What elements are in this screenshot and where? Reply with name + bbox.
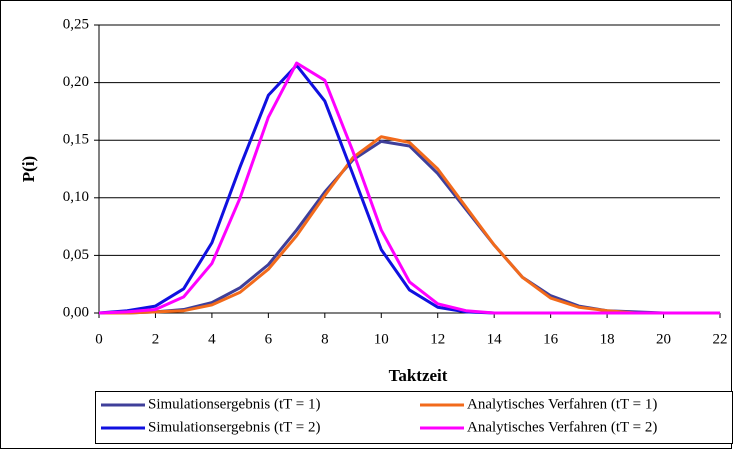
legend-label: Simulationsergebnis (tT = 1) [148, 396, 320, 412]
x-tick-label: 2 [152, 331, 160, 347]
series-line [99, 135, 720, 315]
x-tick-label: 12 [430, 331, 445, 347]
legend-label: Simulationsergebnis (tT = 2) [148, 419, 320, 435]
x-tick-label: 0 [95, 331, 103, 347]
legend-label: Analytisches Verfahren (tT = 2) [467, 419, 657, 435]
y-tick-label: 0,15 [63, 132, 89, 148]
x-tick-label: 8 [321, 331, 329, 347]
y-tick-label: 0,25 [63, 16, 89, 32]
x-tick-label: 10 [374, 331, 389, 347]
series-line [98, 61, 720, 315]
y-tick-label: 0,05 [63, 247, 89, 263]
legend [95, 391, 733, 444]
y-tick-label: 0,10 [63, 189, 89, 205]
y-axis-label: P(i) [19, 156, 38, 182]
x-tick-label: 4 [208, 331, 216, 347]
x-tick-label: 6 [265, 331, 273, 347]
x-tick-label: 18 [600, 331, 615, 347]
x-tick-label: 16 [543, 331, 559, 347]
legend-label: Analytisches Verfahren (tT = 1) [467, 396, 657, 412]
x-tick-label: 20 [656, 331, 671, 347]
y-tick-label: 0,00 [63, 304, 89, 320]
x-tick-label: 22 [713, 331, 728, 347]
x-axis-label: Taktzeit [389, 366, 448, 385]
x-tick-label: 14 [487, 331, 503, 347]
y-tick-label: 0,20 [63, 74, 89, 90]
